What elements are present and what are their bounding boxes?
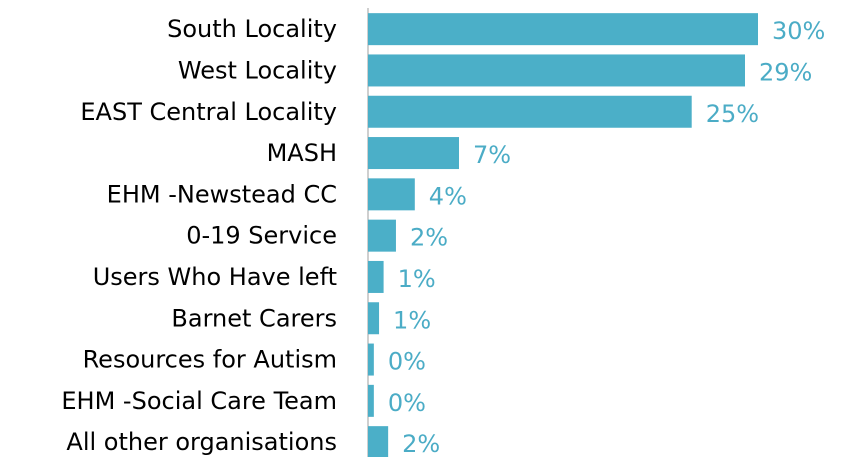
category-label: EHM -Newstead CC <box>107 180 337 208</box>
value-label: 1% <box>398 265 436 293</box>
bar <box>368 426 389 457</box>
bar <box>368 54 745 87</box>
value-label: 0% <box>388 389 426 417</box>
category-label: MASH <box>267 139 337 167</box>
value-label: 7% <box>473 141 511 169</box>
category-label: Barnet Carers <box>171 304 337 332</box>
category-label: South Locality <box>167 15 337 43</box>
bar <box>368 384 374 417</box>
category-label: West Locality <box>178 56 337 84</box>
category-label: All other organisations <box>66 428 337 456</box>
category-label: Resources for Autism <box>83 346 337 374</box>
value-label: 25% <box>706 100 759 128</box>
category-label: EAST Central Locality <box>80 98 337 126</box>
value-label: 30% <box>772 17 825 45</box>
value-label: 29% <box>759 58 812 86</box>
value-label: 0% <box>388 348 426 376</box>
bar <box>368 95 692 128</box>
value-label: 1% <box>393 306 431 334</box>
category-label: Users Who Have left <box>93 263 337 291</box>
bar <box>368 137 459 170</box>
category-label: 0-19 Service <box>186 222 337 250</box>
bar <box>368 178 415 211</box>
bar <box>368 13 758 46</box>
bar <box>368 219 396 252</box>
value-label: 4% <box>429 182 467 210</box>
value-label: 2% <box>402 430 440 457</box>
value-label: 2% <box>410 224 448 252</box>
bar <box>368 260 384 293</box>
bar <box>368 302 380 335</box>
bar <box>368 343 374 376</box>
category-label: EHM -Social Care Team <box>61 387 337 415</box>
